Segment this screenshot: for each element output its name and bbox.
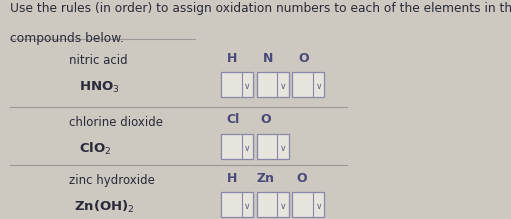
FancyBboxPatch shape (257, 192, 289, 217)
Text: N: N (263, 51, 273, 65)
Text: Zn(OH)$_2$: Zn(OH)$_2$ (74, 198, 134, 215)
Text: ∨: ∨ (244, 144, 250, 153)
Text: ∨: ∨ (244, 82, 250, 91)
FancyBboxPatch shape (257, 134, 289, 159)
Text: compounds below.: compounds below. (10, 32, 124, 45)
Text: Use the rules (in order) to assign oxidation numbers to each of the elements in : Use the rules (in order) to assign oxida… (10, 2, 511, 15)
FancyBboxPatch shape (292, 192, 324, 217)
Text: H: H (227, 172, 238, 185)
Text: ∨: ∨ (280, 202, 286, 211)
Text: HNO$_3$: HNO$_3$ (79, 80, 120, 95)
FancyBboxPatch shape (257, 72, 289, 97)
FancyBboxPatch shape (221, 72, 253, 97)
Text: zinc hydroxide: zinc hydroxide (69, 174, 155, 187)
Text: ∨: ∨ (315, 202, 322, 211)
Text: chlorine dioxide: chlorine dioxide (69, 116, 163, 129)
Text: O: O (296, 172, 307, 185)
Text: ∨: ∨ (244, 202, 250, 211)
Text: ClO$_2$: ClO$_2$ (79, 140, 112, 157)
Text: ∨: ∨ (280, 144, 286, 153)
FancyBboxPatch shape (221, 192, 253, 217)
Text: Zn: Zn (257, 172, 275, 185)
FancyBboxPatch shape (221, 134, 253, 159)
Text: O: O (299, 51, 309, 65)
Text: ∨: ∨ (280, 82, 286, 91)
Text: O: O (261, 113, 271, 126)
FancyBboxPatch shape (292, 72, 324, 97)
Text: nitric acid: nitric acid (69, 54, 128, 67)
Text: ∨: ∨ (315, 82, 322, 91)
Text: Cl: Cl (226, 113, 239, 126)
Text: H: H (227, 51, 238, 65)
